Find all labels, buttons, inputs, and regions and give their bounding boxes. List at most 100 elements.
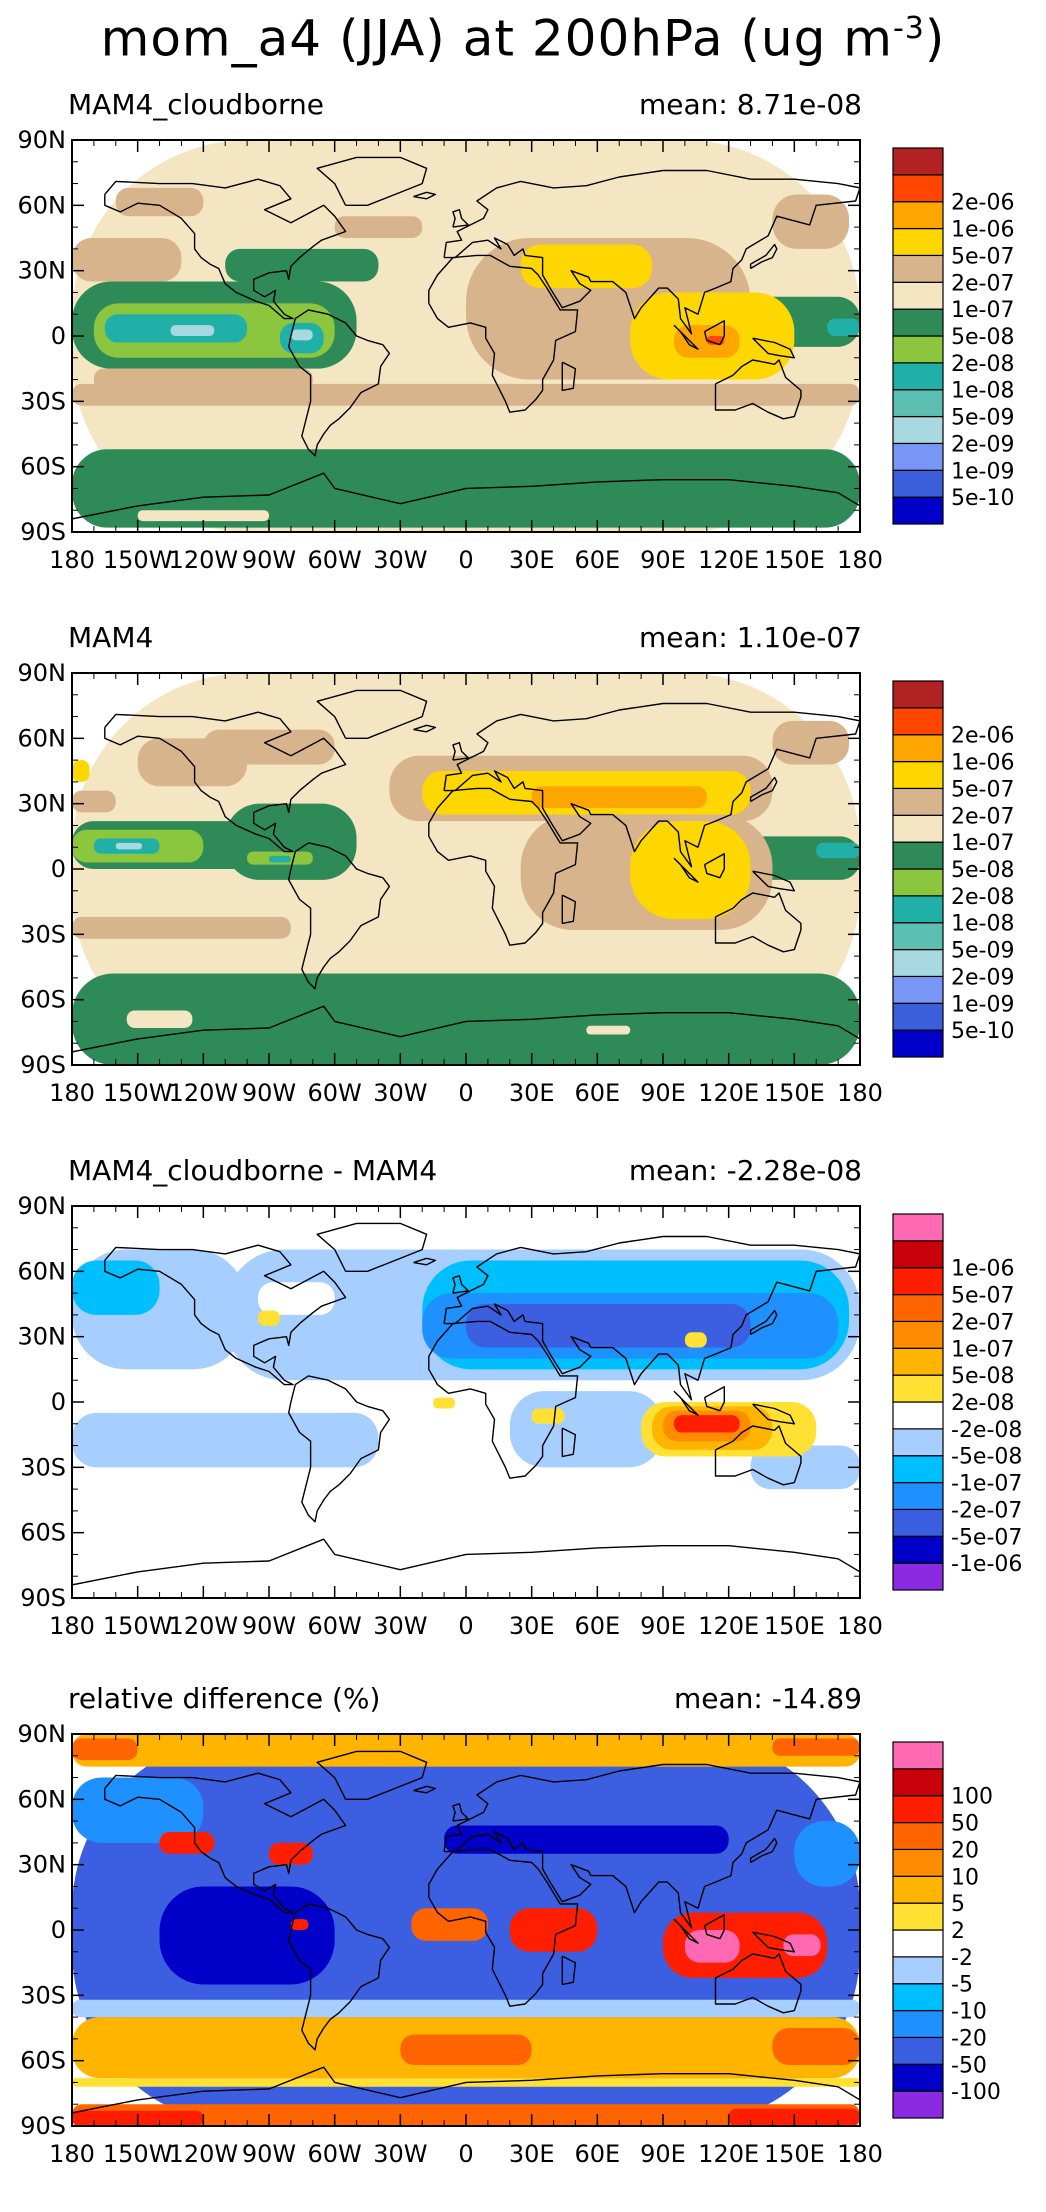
colorbar-label: 1e-06 xyxy=(951,218,1014,243)
contour-region xyxy=(290,1919,309,1930)
colorbar-label: 2e-09 xyxy=(951,432,1014,457)
coastline xyxy=(72,1005,860,1053)
colorbar-label: 2e-08 xyxy=(951,1391,1014,1416)
lat-tick-label: 30S xyxy=(20,387,66,415)
coastline xyxy=(561,1955,577,1986)
contour-region xyxy=(72,1999,860,2018)
colorbar-label: 5e-09 xyxy=(951,939,1014,964)
coastline xyxy=(714,892,802,953)
lon-tick-label: 150W xyxy=(103,1612,173,1640)
main-title-text: mom_a4 (JJA) at 200hPa (ug m xyxy=(100,9,893,68)
lon-tick-label: 180 xyxy=(837,2140,883,2168)
lon-tick-label: 30E xyxy=(509,1612,555,1640)
panel-title-left: MAM4 xyxy=(68,621,154,654)
colorbar-swatch xyxy=(892,1562,944,1591)
lon-tick-label: 150E xyxy=(764,2140,825,2168)
lon-tick-label: 60W xyxy=(308,1079,362,1107)
lat-tick-label: 90N xyxy=(18,659,67,687)
lon-tick-label: 60E xyxy=(574,2140,620,2168)
colorbar-swatch xyxy=(892,2063,944,2092)
coastlines xyxy=(72,156,860,520)
colorbar-label: 2e-06 xyxy=(951,724,1014,749)
colorbar-label: -5e-08 xyxy=(951,1445,1022,1470)
contour-region xyxy=(170,325,215,336)
colorbar-swatch xyxy=(892,1401,944,1430)
colorbar-swatch xyxy=(892,442,944,471)
colorbar-label: 2e-07 xyxy=(951,1310,1014,1335)
coastline xyxy=(714,1953,802,2014)
colorbar-label: 5e-08 xyxy=(951,858,1014,883)
colorbar-label: 10 xyxy=(951,1865,979,1890)
coastline xyxy=(104,711,347,853)
colorbar-swatch xyxy=(892,389,944,418)
contour-region xyxy=(794,1821,860,1887)
colorbar-swatch xyxy=(892,1320,944,1349)
contour-region xyxy=(203,729,335,765)
lat-tick-label: 90S xyxy=(20,1584,66,1612)
coastline xyxy=(561,361,577,392)
contour-region xyxy=(269,1842,313,1865)
contour-field xyxy=(72,1206,860,1598)
coastline xyxy=(428,254,579,413)
contour-region xyxy=(159,1832,215,1854)
panel-cloudborne: MAM4_cloudborne mean: 8.71e-08 90N 60N 30N… xyxy=(0,88,1046,618)
colorbar-swatch xyxy=(892,1374,944,1403)
colorbar-swatch xyxy=(892,362,944,391)
lat-tick-label: 30N xyxy=(18,790,67,818)
lon-tick-label: 150W xyxy=(103,546,173,574)
contour-field xyxy=(72,1734,860,2126)
coastline xyxy=(104,1772,347,1914)
contour-region xyxy=(586,1025,631,1035)
colorbar-swatch xyxy=(892,1848,944,1877)
colorbar-swatch xyxy=(892,895,944,924)
colorbar-swatch xyxy=(892,1795,944,1824)
coastline xyxy=(316,156,428,206)
contour-region xyxy=(72,916,291,939)
coastline xyxy=(452,742,469,761)
contour-region xyxy=(684,1930,740,1963)
lon-tick-label: 90W xyxy=(242,1612,296,1640)
lon-tick-label: 120E xyxy=(698,546,759,574)
lon-tick-label: 0 xyxy=(458,1079,473,1107)
colorbar-swatch xyxy=(892,1741,944,1770)
lat-tick-label: 0 xyxy=(51,1388,66,1416)
colorbar-label: 1e-08 xyxy=(951,379,1014,404)
colorbar-swatch xyxy=(892,922,944,951)
lon-tick-label: 30W xyxy=(373,2140,427,2168)
lat-tick-label: 30N xyxy=(18,257,67,285)
lon-tick-label: 180 xyxy=(837,1612,883,1640)
colorbar-swatch xyxy=(892,1875,944,1904)
colorbar-label: 5e-09 xyxy=(951,406,1014,431)
colorbar-label: -5 xyxy=(951,1973,973,1998)
colorbar-label: 2e-08 xyxy=(951,885,1014,910)
coastline xyxy=(72,1538,860,1586)
coastline xyxy=(72,2066,860,2114)
lat-tick-label: 60N xyxy=(18,724,67,752)
colorbar-label: 1e-09 xyxy=(951,992,1014,1017)
colorbar-swatch xyxy=(892,227,944,257)
contour-region xyxy=(509,1908,598,1952)
colorbar-label: 1e-07 xyxy=(951,298,1014,323)
coastline xyxy=(561,1427,577,1458)
lon-tick-label: 30W xyxy=(373,1079,427,1107)
colorbar-swatch xyxy=(892,707,944,736)
coastline xyxy=(749,243,778,270)
lon-tick-label: 30E xyxy=(509,546,555,574)
contour-region xyxy=(72,383,860,406)
colorbar: 5e-101e-092e-095e-091e-082e-085e-081e-07… xyxy=(892,147,1014,525)
colorbar-swatch xyxy=(892,1029,944,1058)
lat-tick-label: 0 xyxy=(51,855,66,883)
coastline xyxy=(443,702,860,868)
contour-region xyxy=(269,855,291,863)
contour-region xyxy=(531,1408,565,1424)
lat-tick-label: 0 xyxy=(51,1916,66,1944)
contour-region xyxy=(444,1825,729,1854)
lon-tick-label: 180 xyxy=(49,546,95,574)
colorbar-label: 5e-07 xyxy=(951,777,1014,802)
